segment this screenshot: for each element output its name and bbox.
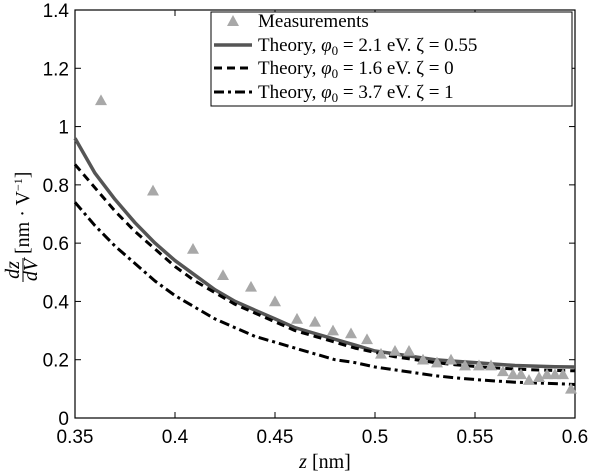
measurement-point bbox=[533, 371, 545, 382]
legend-label-measurements: Measurements bbox=[258, 11, 369, 32]
measurement-point bbox=[497, 365, 509, 377]
x-axis-ticks: 0.35 0.4 0.45 0.5 0.55 0.6 bbox=[57, 10, 588, 448]
series-line-dashdot bbox=[73, 201, 576, 386]
measurement-point bbox=[95, 94, 107, 106]
measurement-point bbox=[549, 368, 561, 380]
legend: Measurements Theory, φ0 = 2.1 eV. ζ = 0.… bbox=[210, 11, 573, 107]
y-tick-label: 1.4 bbox=[43, 1, 70, 22]
y-tick-label: 1.2 bbox=[43, 59, 69, 80]
measurement-point bbox=[361, 333, 373, 345]
y-axis-label-numerator: dz bbox=[2, 261, 24, 279]
measurement-point bbox=[269, 295, 281, 307]
measurement-point bbox=[187, 242, 199, 254]
measurement-point bbox=[245, 280, 257, 292]
y-tick-label: 0.2 bbox=[43, 351, 69, 372]
y-axis-label-unit: [nm · V−1] bbox=[11, 172, 34, 254]
y-axis-ticks: 0 0.2 0.4 0.6 0.8 1 1.2 1.4 bbox=[43, 1, 575, 430]
legend-label-theory-1: Theory, φ0 = 2.1 eV. ζ = 0.55 bbox=[258, 35, 477, 58]
legend-label-theory-3: Theory, φ0 = 3.7 eV. ζ = 1 bbox=[258, 82, 454, 105]
x-axis-label: z [nm] bbox=[298, 451, 351, 473]
measurement-point bbox=[507, 368, 519, 380]
y-tick-label: 0 bbox=[58, 409, 69, 430]
x-tick-label: 0.5 bbox=[362, 427, 388, 448]
measurement-point bbox=[473, 359, 485, 371]
measurement-point bbox=[147, 184, 159, 196]
y-axis-label: dz dV [nm · V−1] bbox=[2, 172, 42, 282]
y-tick-label: 0.8 bbox=[43, 176, 69, 197]
measurement-point bbox=[217, 269, 229, 280]
measurement-point bbox=[417, 353, 429, 365]
measurement-point bbox=[515, 368, 527, 380]
x-tick-label: 0.55 bbox=[457, 427, 494, 448]
measurement-point bbox=[345, 327, 357, 339]
measurement-point bbox=[557, 368, 569, 380]
y-tick-label: 0.4 bbox=[43, 292, 70, 313]
x-tick-label: 0.4 bbox=[162, 427, 189, 448]
measurement-point bbox=[403, 344, 415, 356]
measurement-point bbox=[327, 324, 339, 336]
y-tick-label: 0.6 bbox=[43, 234, 69, 255]
x-tick-label: 0.35 bbox=[57, 427, 94, 448]
measurement-markers bbox=[95, 94, 577, 394]
y-axis-label-denominator: dV bbox=[20, 256, 42, 281]
measurement-point bbox=[541, 368, 553, 380]
legend-box bbox=[210, 11, 573, 107]
series-line-dashed bbox=[73, 163, 576, 373]
x-tick-label: 0.45 bbox=[257, 427, 294, 448]
measurement-point bbox=[523, 374, 535, 385]
measurement-point bbox=[565, 382, 577, 394]
measurement-point bbox=[485, 359, 497, 371]
legend-marker-triangle bbox=[227, 15, 239, 26]
measurement-point bbox=[389, 344, 401, 356]
legend-label-theory-2: Theory, φ0 = 1.6 eV. ζ = 0 bbox=[258, 58, 454, 81]
measurement-point bbox=[375, 347, 387, 359]
y-tick-label: 1 bbox=[58, 118, 69, 139]
measurement-point bbox=[309, 315, 321, 327]
x-tick-label: 0.6 bbox=[562, 427, 588, 448]
measurement-point bbox=[445, 353, 457, 365]
measurement-point bbox=[431, 356, 443, 368]
measurement-point bbox=[459, 359, 471, 371]
measurement-point bbox=[291, 312, 303, 324]
